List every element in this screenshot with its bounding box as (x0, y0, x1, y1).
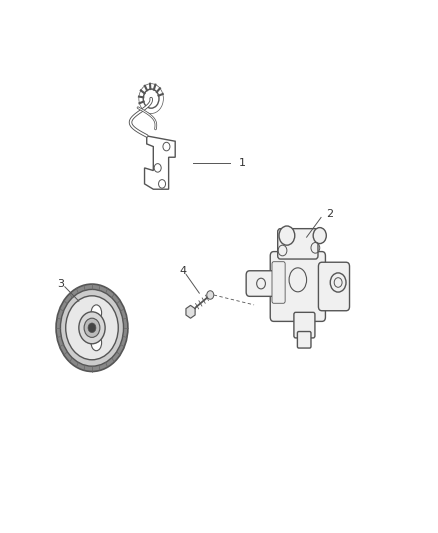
Text: 1: 1 (239, 158, 246, 167)
Circle shape (79, 312, 105, 344)
Text: 4: 4 (180, 266, 187, 276)
Ellipse shape (91, 305, 102, 321)
FancyBboxPatch shape (246, 271, 279, 296)
Circle shape (330, 273, 346, 292)
Text: 3: 3 (57, 279, 64, 288)
FancyBboxPatch shape (272, 262, 285, 303)
Circle shape (66, 296, 118, 360)
FancyBboxPatch shape (297, 332, 311, 348)
Circle shape (207, 290, 214, 299)
Circle shape (60, 289, 124, 366)
Ellipse shape (91, 335, 102, 351)
Circle shape (88, 323, 96, 333)
FancyBboxPatch shape (270, 252, 325, 321)
FancyBboxPatch shape (278, 229, 318, 259)
FancyBboxPatch shape (318, 262, 350, 311)
Circle shape (313, 228, 326, 244)
Polygon shape (186, 305, 195, 318)
FancyBboxPatch shape (294, 312, 315, 338)
Text: 2: 2 (326, 209, 333, 219)
Circle shape (56, 284, 128, 372)
Circle shape (279, 226, 295, 245)
Circle shape (84, 318, 100, 337)
